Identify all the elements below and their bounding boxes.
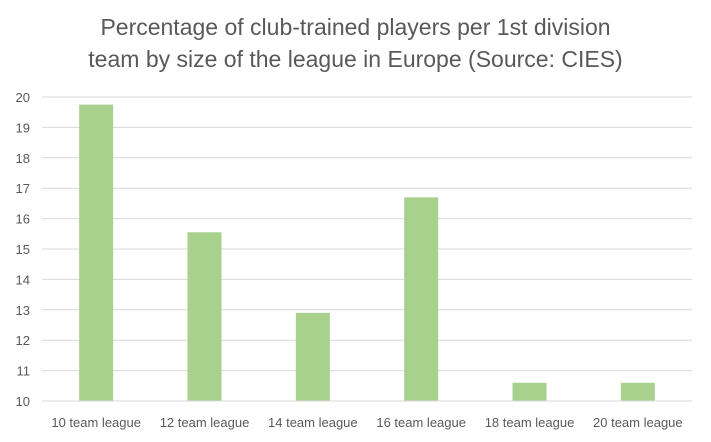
x-category-label-2: 14 team league xyxy=(268,415,358,430)
y-tick-label-16: 16 xyxy=(16,212,30,227)
y-tick-label-19: 19 xyxy=(16,120,30,135)
y-tick-label-17: 17 xyxy=(16,181,30,196)
y-tick-label-18: 18 xyxy=(16,151,30,166)
chart-title-line-2: team by size of the league in Europe (So… xyxy=(88,46,623,72)
x-category-label-3: 16 team league xyxy=(376,415,466,430)
y-tick-label-14: 14 xyxy=(16,272,30,287)
x-category-label-5: 20 team league xyxy=(593,415,683,430)
y-tick-label-13: 13 xyxy=(16,303,30,318)
y-tick-label-20: 20 xyxy=(16,90,30,105)
x-category-label-0: 10 team league xyxy=(51,415,141,430)
bar-1 xyxy=(187,232,222,401)
bar-4 xyxy=(512,382,547,401)
x-category-label-4: 18 team league xyxy=(485,415,575,430)
bar-3 xyxy=(404,197,439,401)
bar-5 xyxy=(620,382,655,401)
bar-0 xyxy=(79,104,114,401)
y-tick-label-11: 11 xyxy=(17,364,31,379)
y-tick-label-15: 15 xyxy=(16,242,30,257)
chart-title-line-1: Percentage of club-trained players per 1… xyxy=(100,14,611,40)
y-tick-label-10: 10 xyxy=(16,394,30,409)
bar-2 xyxy=(295,312,330,401)
y-tick-label-12: 12 xyxy=(16,333,30,348)
x-category-label-1: 12 team league xyxy=(160,415,250,430)
